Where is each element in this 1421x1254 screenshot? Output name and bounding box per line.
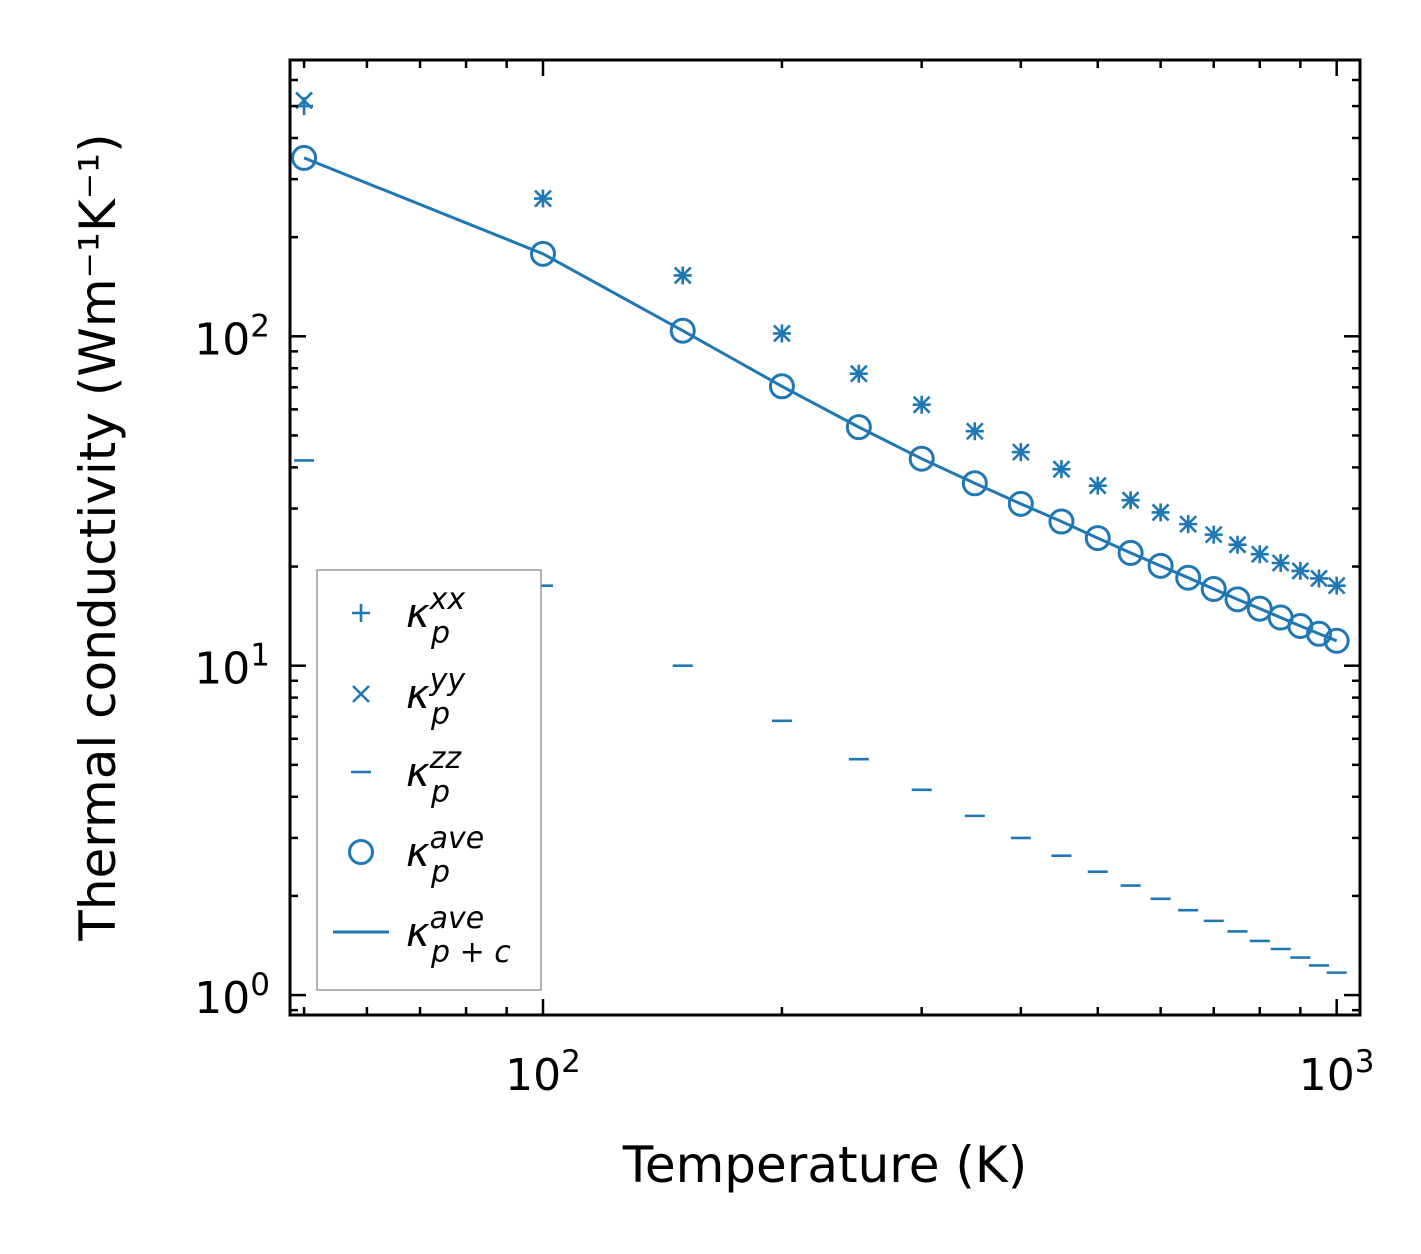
legend-entry-2-superscript: zz — [429, 741, 463, 776]
legend-entry-3-subscript: p — [430, 855, 450, 890]
series-1-point-0 — [295, 91, 313, 110]
y-tick-label-100-base: 10 — [194, 314, 250, 365]
x-tick-label-1000: 103 — [1299, 1044, 1375, 1101]
legend-entry-0-subscript: p — [430, 616, 450, 651]
legend-entry-4-symbol: κ — [406, 910, 430, 956]
y-tick-label-10: 101 — [194, 638, 270, 695]
series-1-point-6 — [965, 422, 984, 441]
series-1-point-2 — [673, 266, 692, 285]
series-3-point-5 — [908, 445, 935, 472]
series-1-point-9 — [1088, 476, 1107, 495]
series-1-point-11 — [1151, 503, 1170, 522]
series-1-point-12 — [1179, 515, 1198, 534]
series-3-point-2 — [669, 317, 696, 344]
series-3-point-6 — [961, 470, 988, 497]
series-1-point-1 — [534, 189, 552, 208]
legend-entry-1-subscript: p — [430, 697, 450, 732]
x-tick-label-1000-exponent: 3 — [1355, 1044, 1375, 1080]
x-axis-label: Temperature (K) — [622, 1136, 1027, 1194]
legend-entry-3-superscript: ave — [430, 821, 485, 856]
series-3-point-0 — [291, 144, 318, 171]
legend-entry-0-label: κxx p — [406, 582, 465, 651]
legend-entry-3-symbol: κ — [406, 830, 430, 876]
legend-entry-4-label: κave p + c — [406, 901, 511, 970]
series-3-point-13 — [1200, 575, 1227, 602]
legend-entry-4-subscript: p + c — [430, 935, 511, 970]
series-1-point-18 — [1310, 569, 1328, 588]
series-1-point-16 — [1271, 554, 1290, 572]
series-3-point-3 — [768, 373, 795, 400]
x-tick-label-100-base: 10 — [505, 1050, 561, 1101]
y-axis-label: Thermal conductivity (Wm⁻¹K⁻¹) — [69, 133, 127, 941]
legend-entry-2-subscript: p — [430, 775, 450, 810]
x-tick-label-1000-base: 10 — [1299, 1050, 1355, 1101]
y-tick-label-10-base: 10 — [194, 644, 250, 695]
series-3-point-12 — [1175, 564, 1202, 591]
legend-entry-2-symbol: κ — [406, 750, 430, 796]
series-3-point-8 — [1048, 508, 1075, 535]
y-tick-label-1-exponent: 0 — [250, 967, 270, 1003]
legend-entry-1-symbol: κ — [406, 672, 430, 718]
legend-entry-4-superscript: ave — [430, 901, 485, 936]
legend-entry-0-superscript: xx — [429, 582, 466, 617]
series-1-point-10 — [1121, 491, 1140, 510]
legend-entry-1-superscript: yy — [429, 663, 467, 698]
legend-entry-3-label: κave p — [406, 821, 484, 890]
series-1-point-17 — [1291, 561, 1310, 580]
plot-frame — [288, 58, 1362, 1017]
series-1-point-7 — [1011, 443, 1030, 462]
series-3-point-9 — [1084, 525, 1111, 552]
series-3-point-19 — [1323, 627, 1350, 654]
legend-entry-3-marker — [348, 839, 374, 865]
legend-frame — [316, 569, 542, 991]
series-1-point-5 — [912, 395, 931, 414]
series-3-point-7 — [1007, 490, 1034, 517]
legend-entry-1-marker — [352, 685, 370, 703]
x-tick-label-100: 102 — [505, 1044, 581, 1101]
series-1-point-4 — [849, 364, 868, 383]
y-tick-label-100: 102 — [194, 308, 270, 365]
x-tick-label-100-exponent: 2 — [561, 1044, 581, 1080]
series-1-point-13 — [1204, 525, 1223, 544]
series-3-point-11 — [1147, 552, 1174, 579]
series-3-point-14 — [1224, 586, 1251, 613]
series-4-line — [303, 156, 1338, 643]
legend-entry-1-label: κyy p — [406, 663, 466, 732]
y-tick-label-100-exponent: 2 — [250, 308, 270, 344]
legend-entry-0-symbol: κ — [406, 591, 430, 637]
series-3-point-4 — [845, 414, 872, 441]
y-tick-label-1: 100 — [194, 967, 270, 1024]
y-tick-label-10-exponent: 1 — [250, 638, 270, 674]
series-3-point-1 — [529, 240, 556, 267]
series-1-point-15 — [1250, 545, 1269, 564]
series-3-point-18 — [1305, 620, 1332, 647]
legend-entry-2-label: κzz p — [406, 741, 462, 810]
legend-entry-0-marker — [352, 604, 370, 622]
marks-layer — [291, 91, 1350, 974]
series-3-point-10 — [1117, 539, 1144, 566]
y-tick-label-1-base: 10 — [194, 973, 250, 1024]
series-1-point-14 — [1228, 535, 1247, 554]
series-1-point-3 — [772, 324, 791, 343]
series-1-point-19 — [1327, 576, 1346, 595]
series-1-point-8 — [1052, 460, 1071, 479]
